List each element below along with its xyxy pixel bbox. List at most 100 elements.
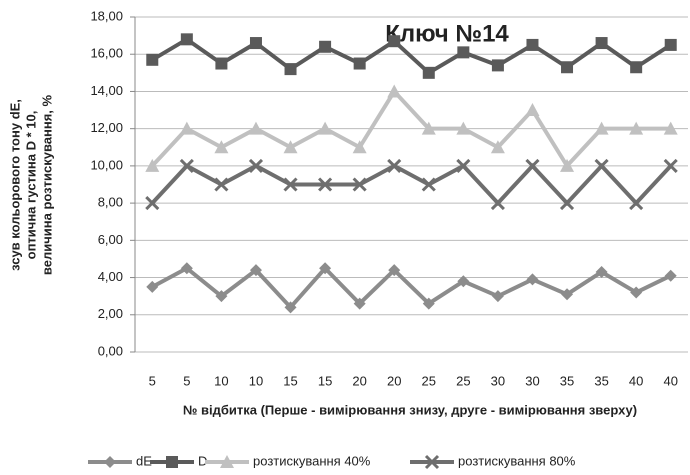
marker bbox=[525, 158, 540, 173]
marker bbox=[145, 196, 160, 211]
y-tick-label: 12,00 bbox=[90, 120, 123, 135]
x-tick-label: 20 bbox=[352, 373, 366, 388]
marker bbox=[491, 59, 504, 72]
x-tick-label: 40 bbox=[629, 373, 643, 388]
line bbox=[150, 88, 671, 170]
y-tick-label: 8,00 bbox=[98, 195, 123, 210]
y-tick-label: 6,00 bbox=[98, 232, 123, 247]
marker bbox=[525, 103, 540, 117]
legend-label: розтискування 40% bbox=[253, 453, 371, 468]
marker bbox=[352, 177, 367, 192]
marker bbox=[490, 196, 505, 211]
marker bbox=[561, 61, 574, 74]
y-tick-label: 16,00 bbox=[90, 46, 123, 61]
marker bbox=[145, 158, 160, 172]
marker bbox=[248, 121, 263, 135]
marker bbox=[146, 280, 159, 293]
marker bbox=[319, 40, 332, 53]
x-tick-label: 15 bbox=[283, 373, 297, 388]
marker bbox=[166, 456, 178, 468]
marker bbox=[422, 297, 435, 310]
marker bbox=[457, 275, 470, 288]
legend-label: розтискування 80% bbox=[458, 453, 576, 468]
marker bbox=[561, 288, 574, 301]
y-tick-label: 0,00 bbox=[98, 343, 123, 358]
marker bbox=[560, 158, 575, 172]
marker bbox=[424, 454, 440, 470]
y-tick-label: 2,00 bbox=[98, 306, 123, 321]
marker bbox=[319, 262, 332, 275]
marker bbox=[215, 290, 228, 303]
marker bbox=[664, 269, 677, 282]
y-tick-label: 4,00 bbox=[98, 269, 123, 284]
x-tick-label: 25 bbox=[422, 373, 436, 388]
marker bbox=[248, 158, 264, 173]
marker bbox=[283, 140, 298, 154]
x-tick-label: 35 bbox=[560, 373, 574, 388]
marker bbox=[457, 46, 470, 59]
x-tick-label: 5 bbox=[183, 373, 190, 388]
marker bbox=[526, 273, 539, 286]
series bbox=[146, 262, 677, 314]
series bbox=[145, 158, 678, 211]
marker bbox=[595, 265, 608, 278]
y-label-line: величина розтискування, % bbox=[39, 94, 54, 275]
line bbox=[151, 36, 672, 76]
marker bbox=[388, 264, 401, 277]
marker bbox=[179, 158, 194, 173]
marker bbox=[352, 140, 367, 154]
marker bbox=[284, 301, 297, 314]
marker bbox=[388, 35, 401, 48]
marker bbox=[630, 286, 643, 299]
x-tick-label: 5 bbox=[149, 373, 156, 388]
legend-label: dE bbox=[136, 453, 152, 468]
x-tick-label: 10 bbox=[249, 373, 263, 388]
marker bbox=[180, 33, 193, 46]
x-tick-label: 25 bbox=[456, 373, 470, 388]
legend-label: D bbox=[198, 453, 207, 468]
marker bbox=[104, 456, 116, 468]
chart-title: Ключ №14 bbox=[385, 20, 509, 47]
y-label-line: зсув кольорового тону dE, bbox=[7, 99, 22, 271]
marker bbox=[220, 455, 234, 468]
marker bbox=[594, 121, 609, 135]
marker bbox=[215, 57, 228, 70]
marker bbox=[283, 177, 298, 192]
marker bbox=[318, 121, 333, 135]
marker bbox=[249, 264, 262, 277]
y-axis-label: зсув кольорового тону dE, оптична густин… bbox=[7, 94, 54, 275]
marker bbox=[629, 196, 644, 211]
series bbox=[146, 33, 677, 79]
line bbox=[151, 265, 672, 311]
marker bbox=[146, 53, 159, 66]
marker bbox=[559, 196, 575, 211]
marker bbox=[387, 84, 402, 98]
marker bbox=[490, 140, 505, 154]
marker bbox=[284, 63, 297, 76]
x-tick-label: 35 bbox=[594, 373, 608, 388]
x-tick-label: 20 bbox=[387, 373, 401, 388]
marker bbox=[664, 38, 677, 51]
marker bbox=[318, 177, 333, 192]
marker bbox=[595, 37, 608, 50]
x-axis-label: № відбитка (Перше - вимірювання знизу, д… bbox=[183, 402, 637, 417]
marker bbox=[421, 177, 436, 192]
y-tick-label: 10,00 bbox=[90, 157, 123, 172]
x-tick-label: 30 bbox=[491, 373, 505, 388]
marker bbox=[663, 121, 678, 135]
marker bbox=[180, 262, 193, 275]
marker bbox=[491, 290, 504, 303]
marker bbox=[456, 121, 471, 135]
marker bbox=[422, 66, 435, 79]
marker bbox=[179, 121, 194, 135]
y-label-line: оптична густина D * 10, bbox=[23, 111, 38, 260]
marker bbox=[526, 38, 539, 51]
marker bbox=[630, 61, 643, 74]
marker bbox=[249, 37, 262, 50]
x-tick-label: 10 bbox=[214, 373, 228, 388]
y-tick-label: 14,00 bbox=[90, 83, 123, 98]
marker bbox=[629, 121, 644, 135]
marker bbox=[421, 121, 436, 135]
series bbox=[145, 84, 678, 172]
